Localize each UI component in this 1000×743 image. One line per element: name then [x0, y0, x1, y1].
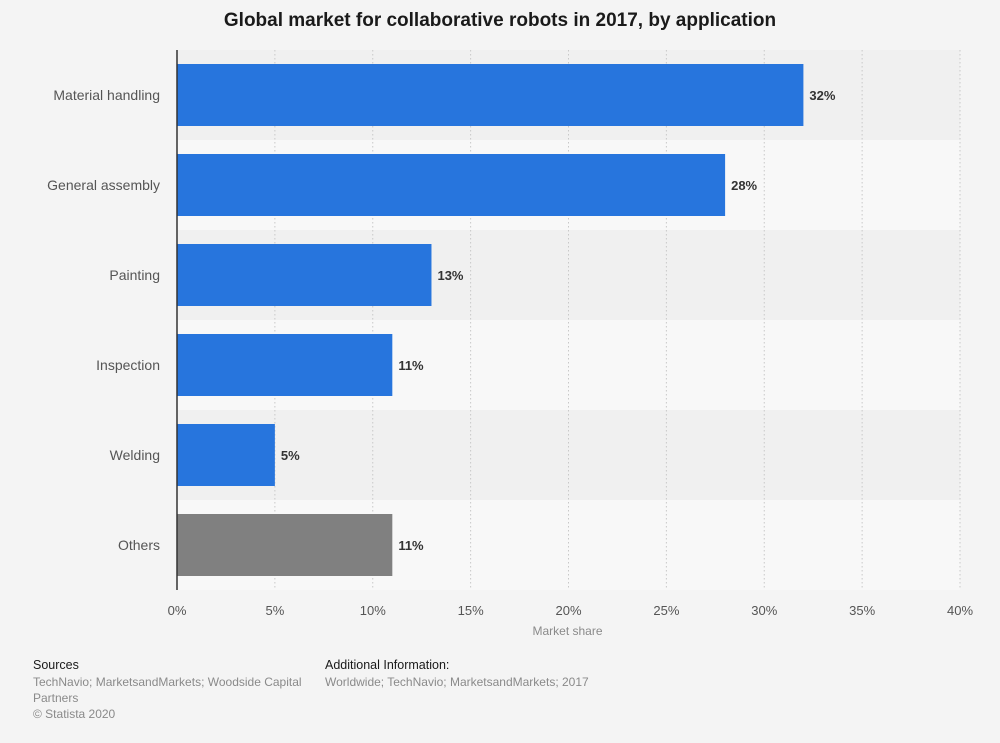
category-label: Others — [118, 537, 160, 553]
data-label: 11% — [398, 538, 424, 553]
tick-label: 0% — [168, 603, 187, 618]
bar — [177, 64, 804, 126]
sources-text: TechNavio; MarketsandMarkets; Woodside C… — [33, 675, 302, 705]
bar — [177, 154, 726, 216]
sources-block: Sources TechNavio; MarketsandMarkets; Wo… — [33, 658, 323, 722]
bar-chart: 32% Material handling 28% General assembly 1… — [47, 50, 973, 638]
data-label: 11% — [398, 358, 424, 373]
chart-title: Global market for collaborative robots i… — [223, 10, 777, 31]
category-label: Painting — [109, 267, 160, 283]
bar — [177, 244, 432, 306]
additional-info-text: Worldwide; TechNavio; MarketsandMarkets;… — [325, 675, 589, 689]
tick-label: 15% — [458, 603, 484, 618]
additional-info-block: Additional Information: Worldwide; TechN… — [325, 658, 725, 690]
tick-label: 30% — [751, 603, 777, 618]
category-label: Welding — [110, 447, 160, 463]
sources-label: Sources — [33, 658, 79, 672]
copyright-text: © Statista 2020 — [33, 707, 116, 721]
data-label: 32% — [809, 88, 835, 103]
category-label: General assembly — [47, 177, 160, 193]
category-label: Inspection — [96, 357, 160, 373]
tick-label: 20% — [555, 603, 581, 618]
bar — [177, 514, 393, 576]
category-label: Material handling — [53, 87, 160, 103]
data-label: 13% — [437, 268, 463, 283]
bar — [177, 334, 393, 396]
additional-info-label: Additional Information: — [325, 658, 450, 672]
tick-label: 25% — [653, 603, 679, 618]
data-label: 5% — [281, 448, 300, 463]
tick-label: 40% — [947, 603, 973, 618]
tick-label: 35% — [849, 603, 875, 618]
bar — [177, 424, 275, 486]
tick-label: 5% — [265, 603, 284, 618]
x-axis-title: Market share — [532, 624, 602, 638]
tick-label: 10% — [360, 603, 386, 618]
data-label: 28% — [731, 178, 757, 193]
